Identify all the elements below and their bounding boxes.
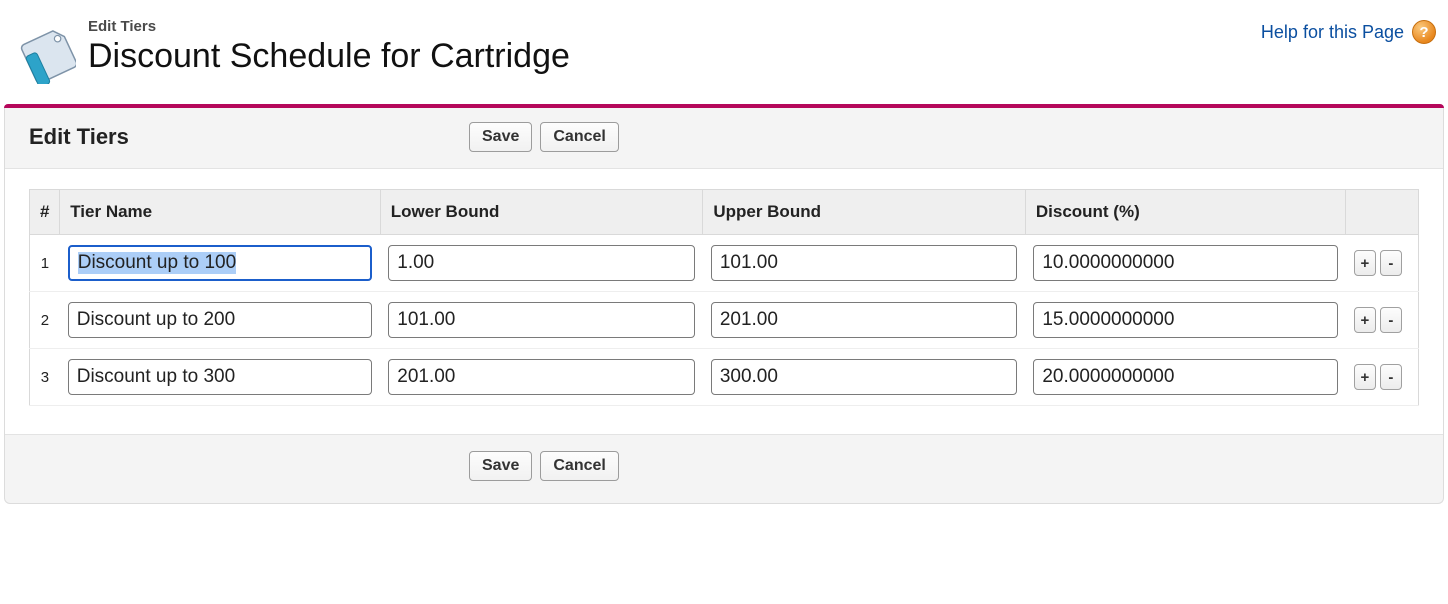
col-lower: Lower Bound	[380, 190, 703, 235]
tiers-table: # Tier Name Lower Bound Upper Bound Disc…	[29, 189, 1419, 406]
help-icon[interactable]: ?	[1412, 20, 1436, 44]
col-discount: Discount (%)	[1025, 190, 1346, 235]
row-index: 2	[30, 292, 60, 349]
tier-name-input[interactable]	[68, 359, 373, 395]
row-index: 1	[30, 235, 60, 292]
row-index: 3	[30, 349, 60, 406]
tier-name-input[interactable]	[68, 245, 373, 281]
upper-bound-input[interactable]	[711, 359, 1018, 395]
add-row-button[interactable]: +	[1354, 307, 1376, 333]
discount-input[interactable]	[1033, 302, 1338, 338]
page-icon	[16, 24, 76, 84]
add-row-button[interactable]: +	[1354, 364, 1376, 390]
discount-input[interactable]	[1033, 359, 1338, 395]
save-button[interactable]: Save	[469, 122, 532, 152]
remove-row-button[interactable]: -	[1380, 250, 1402, 276]
panel-title: Edit Tiers	[29, 124, 469, 150]
tier-name-input[interactable]	[68, 302, 373, 338]
remove-row-button[interactable]: -	[1380, 307, 1402, 333]
lower-bound-input[interactable]	[388, 359, 695, 395]
col-name: Tier Name	[60, 190, 381, 235]
table-row: 3 +-	[30, 349, 1419, 406]
col-index: #	[30, 190, 60, 235]
table-row: 1 +-	[30, 235, 1419, 292]
page-title: Discount Schedule for Cartridge	[88, 37, 1261, 76]
lower-bound-input[interactable]	[388, 245, 695, 281]
cancel-button[interactable]: Cancel	[540, 122, 618, 152]
add-row-button[interactable]: +	[1354, 250, 1376, 276]
help-link[interactable]: Help for this Page	[1261, 22, 1404, 43]
lower-bound-input[interactable]	[388, 302, 695, 338]
table-row: 2 +-	[30, 292, 1419, 349]
upper-bound-input[interactable]	[711, 302, 1018, 338]
cancel-button-footer[interactable]: Cancel	[540, 451, 618, 481]
save-button-footer[interactable]: Save	[469, 451, 532, 481]
page-eyebrow: Edit Tiers	[88, 18, 1261, 35]
upper-bound-input[interactable]	[711, 245, 1018, 281]
remove-row-button[interactable]: -	[1380, 364, 1402, 390]
col-actions	[1346, 190, 1419, 235]
discount-input[interactable]	[1033, 245, 1338, 281]
col-upper: Upper Bound	[703, 190, 1026, 235]
